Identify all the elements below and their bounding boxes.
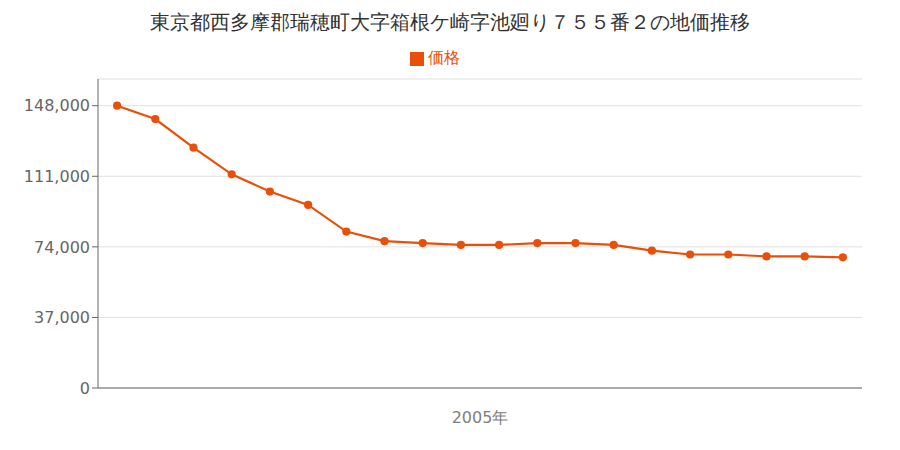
svg-text:74,000: 74,000: [34, 238, 90, 257]
svg-text:2005年: 2005年: [452, 408, 509, 427]
html-text:東京都西多摩郡瑞穂町大字箱根ケ崎字池廻り７５５番２の地価推移: 東京都西多摩郡瑞穂町大字箱根ケ崎字池廻り７５５番２の地価推移: [150, 10, 750, 34]
svg-text:37,000: 37,000: [34, 308, 90, 327]
svg-text:0: 0: [80, 379, 90, 398]
svg-text:148,000: 148,000: [24, 96, 90, 115]
html-text:価格: 価格: [428, 48, 460, 67]
svg-text:111,000: 111,000: [24, 167, 90, 186]
